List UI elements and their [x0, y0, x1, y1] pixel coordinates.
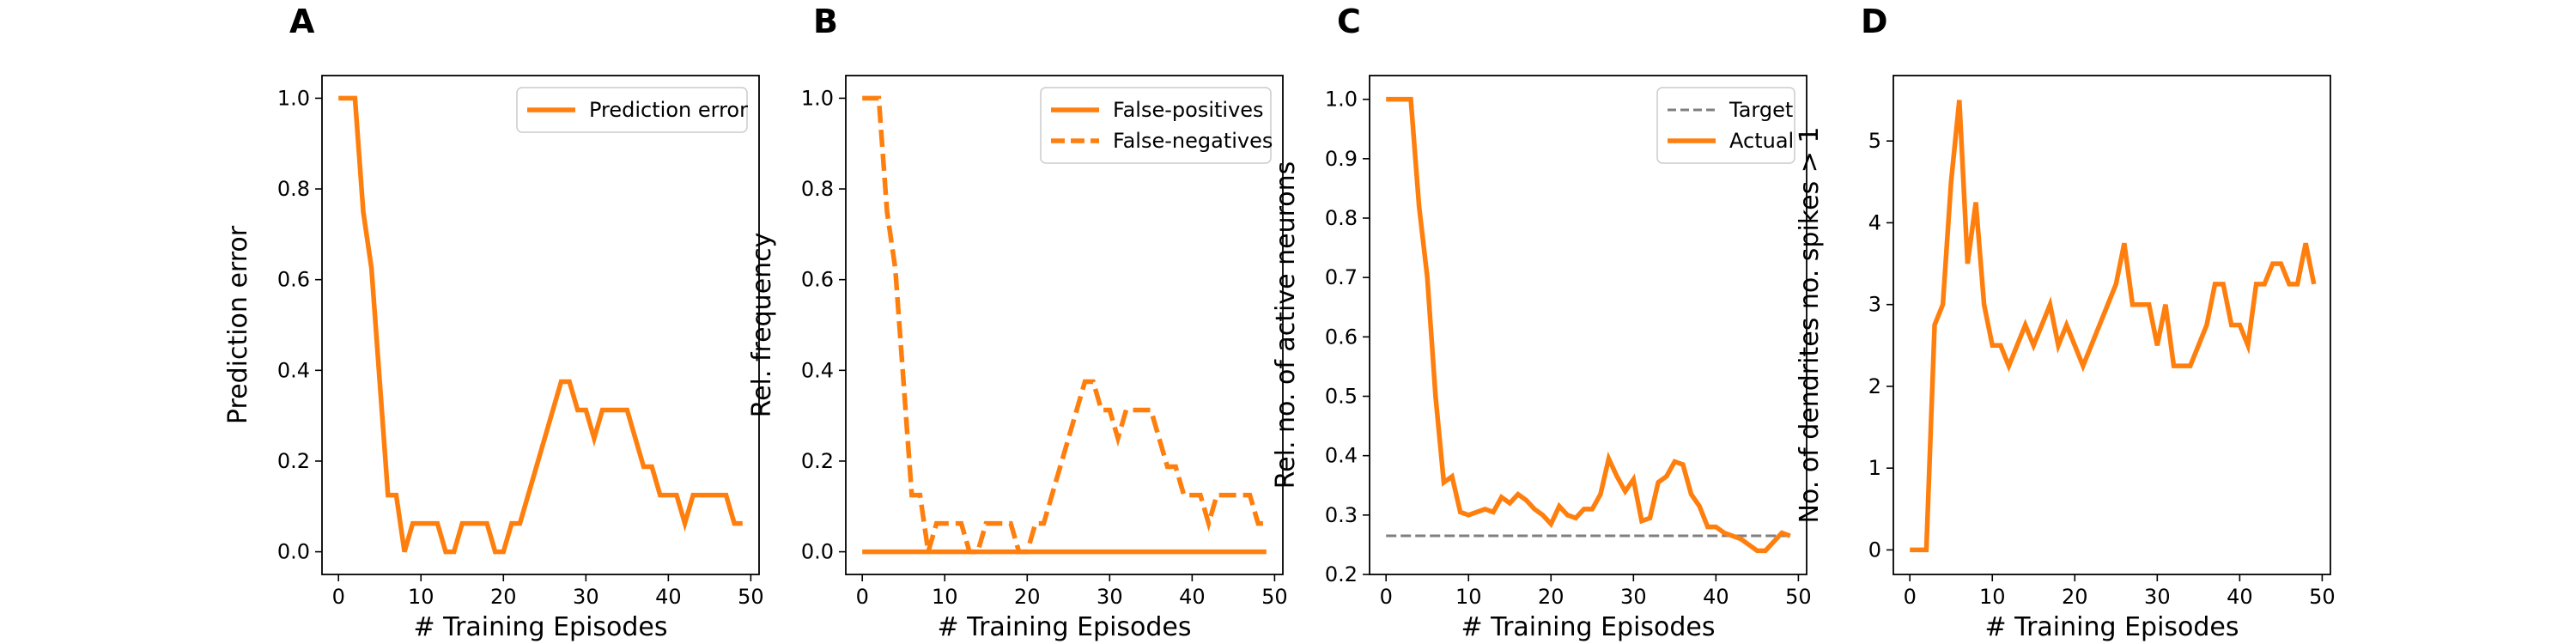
x-tick-label: 20 [490, 585, 517, 609]
x-axis-title: # Training Episodes [1984, 612, 2239, 642]
x-tick-label: 0 [856, 585, 869, 609]
panel-c: C 0 10 20 30 40 50 0.2 0.3 0.4 0.5 0.6 0.7 0.8 0.9 1.0 #… [1271, 3, 1812, 642]
panel-letter: D [1861, 3, 1888, 40]
legend: Prediction error [516, 87, 748, 133]
x-tick-label: 50 [1785, 585, 1812, 609]
y-tick-label: 1 [1868, 456, 1881, 480]
x-tick-label: 10 [408, 585, 434, 609]
y-tick-label: 0.2 [277, 449, 310, 473]
axes-frame [845, 75, 1284, 575]
plot-area [1910, 100, 2317, 553]
y-tick-label: 0.3 [1325, 503, 1358, 527]
y-tick-label: 0.4 [801, 358, 834, 382]
legend: False-positives False-negatives [1040, 87, 1273, 164]
y-tick-label: 1.0 [277, 86, 310, 110]
plot-area [338, 95, 743, 555]
panel-b: B 0 10 20 30 40 50 0.0 0.2 0.4 0.6 0.8 1.0 # Training… [747, 3, 1288, 642]
y-tick-label: 0.5 [1325, 385, 1358, 409]
legend-box [516, 87, 748, 133]
legend-label: Prediction error [589, 98, 748, 122]
legend-label: False-negatives [1113, 129, 1273, 153]
axes-frame [1893, 75, 2331, 575]
y-tick-label: 0.6 [277, 268, 310, 292]
plot-area [1386, 96, 1791, 554]
series-line-actual [1386, 96, 1791, 554]
y-tick-label: 0.8 [1325, 206, 1358, 230]
plot-area [862, 95, 1267, 555]
legend-box [1656, 87, 1795, 164]
axes-frame [321, 75, 760, 575]
x-tick-label: 40 [1703, 585, 1729, 609]
panel-letter: B [813, 3, 838, 40]
x-axis-title: # Training Episodes [1461, 612, 1715, 642]
y-tick-label: 0.2 [801, 449, 834, 473]
y-axis-title: No. of dendrites no. spikes > 1 [1795, 126, 1825, 523]
x-tick-label: 30 [2144, 585, 2171, 609]
y-axis-title: Prediction error [223, 225, 253, 424]
y-tick-label: 0.8 [277, 177, 310, 201]
y-tick-label: 1.0 [801, 86, 834, 110]
y-tick-label: 2 [1868, 374, 1881, 398]
legend-label: Actual [1729, 129, 1794, 153]
x-tick-label: 30 [1620, 585, 1647, 609]
x-tick-label: 50 [2309, 585, 2336, 609]
series-line-values [1910, 100, 2317, 553]
x-tick-label: 20 [1014, 585, 1041, 609]
panel-letter: A [289, 3, 315, 40]
panel-letter: C [1337, 3, 1361, 40]
y-axis-title: Rel. frequency [747, 233, 777, 418]
x-tick-label: 10 [1455, 585, 1482, 609]
x-tick-label: 30 [573, 585, 599, 609]
panel-d: D 0 10 20 30 40 50 0 1 2 3 4 5 # Training Episodes No.… [1795, 3, 2336, 642]
series-line-prediction-error [338, 95, 743, 555]
x-tick-label: 50 [1261, 585, 1288, 609]
x-tick-label: 20 [2062, 585, 2088, 609]
x-tick-label: 40 [2227, 585, 2253, 609]
y-tick-label: 0.4 [277, 358, 310, 382]
y-tick-label: 0.6 [801, 268, 834, 292]
x-tick-label: 0 [1380, 585, 1393, 609]
x-tick-label: 30 [1097, 585, 1123, 609]
y-tick-label: 0.9 [1325, 147, 1358, 171]
legend-box [1040, 87, 1272, 164]
x-tick-label: 0 [1904, 585, 1917, 609]
panel-a: A 0 10 20 30 40 50 0.0 0.2 0.4 0.6 0.8 1.0 # Training… [223, 3, 764, 642]
y-tick-label: 0.4 [1325, 444, 1358, 468]
y-tick-label: 0 [1868, 538, 1881, 562]
y-tick-label: 0.6 [1325, 325, 1358, 349]
x-tick-label: 40 [655, 585, 682, 609]
axes-frame [1369, 75, 1807, 575]
x-tick-label: 0 [332, 585, 345, 609]
y-tick-label: 0.7 [1325, 265, 1358, 289]
y-axis-title: Rel. no. of active neurons [1271, 161, 1301, 489]
x-tick-label: 40 [1179, 585, 1206, 609]
y-tick-label: 3 [1868, 293, 1881, 317]
x-axis-title: # Training Episodes [413, 612, 667, 642]
series-line-false-negatives [862, 95, 1267, 555]
x-tick-label: 10 [1979, 585, 2006, 609]
x-tick-label: 50 [738, 585, 764, 609]
y-tick-label: 0.0 [801, 540, 834, 564]
x-tick-label: 10 [932, 585, 958, 609]
legend-label: False-positives [1113, 98, 1264, 122]
y-tick-label: 0.8 [801, 177, 834, 201]
y-tick-label: 4 [1868, 210, 1881, 234]
legend: Target Actual [1656, 87, 1795, 164]
y-tick-label: 1.0 [1325, 88, 1358, 112]
x-axis-title: # Training Episodes [937, 612, 1191, 642]
legend-label: Target [1728, 98, 1793, 122]
y-tick-label: 0.0 [277, 540, 310, 564]
x-tick-label: 20 [1538, 585, 1564, 609]
y-tick-label: 5 [1868, 129, 1881, 153]
y-tick-label: 0.2 [1325, 562, 1358, 586]
